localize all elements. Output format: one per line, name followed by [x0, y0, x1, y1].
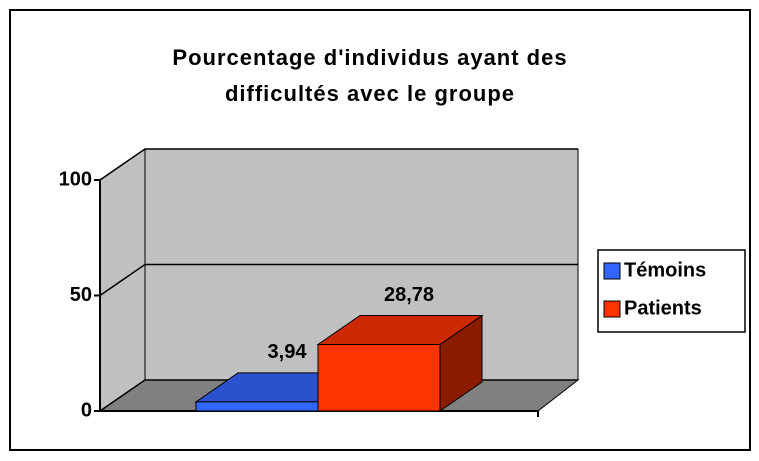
grid-line: [99, 263, 578, 297]
legend-swatch: [603, 262, 621, 280]
y-tick-label: 100: [59, 168, 92, 190]
y-tick-label: 0: [81, 399, 92, 421]
value-label: 3,94: [268, 341, 308, 363]
bar-front: [317, 344, 441, 412]
grid-line: [99, 148, 578, 181]
y-tick-label: 50: [70, 284, 92, 306]
bar-front: [195, 401, 319, 412]
chart-title: Pourcentage d'individus ayant des diffic…: [172, 45, 568, 106]
legend-label: Témoins: [624, 259, 706, 281]
legend-swatch: [603, 300, 621, 318]
legend-box: [597, 249, 746, 333]
value-label: 28,78: [384, 284, 434, 306]
bar: [316, 314, 484, 412]
legend-label: Patients: [624, 297, 702, 319]
